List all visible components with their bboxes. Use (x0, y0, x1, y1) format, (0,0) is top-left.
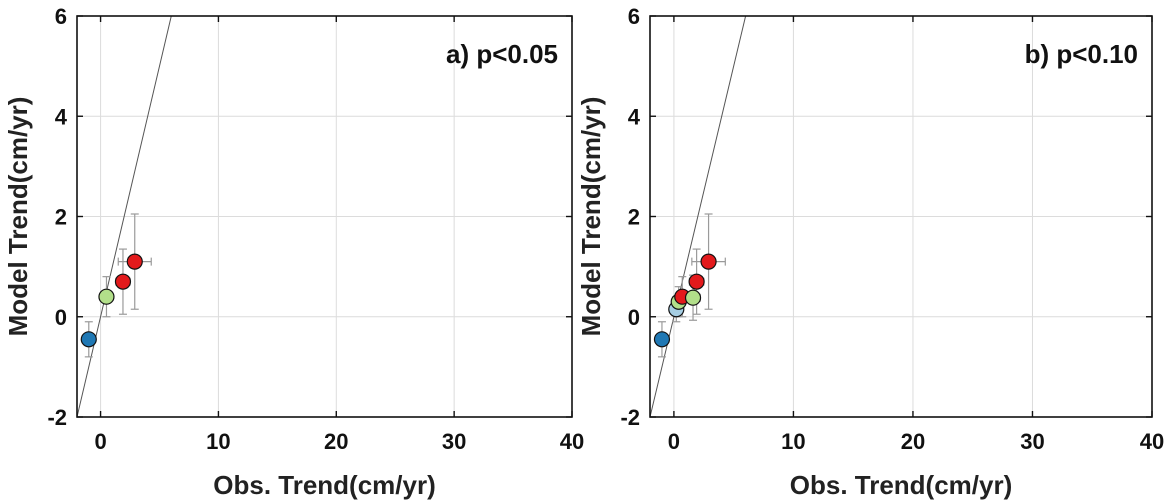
chart-panel-b: 0 10 20 30 40 -2 0 2 4 6 Obs. Trend(cm/yr) Model Tr… (576, 4, 1164, 500)
panel-annotation: b) p<0.10 (1025, 39, 1138, 69)
y-tick-label: 0 (628, 305, 640, 330)
y-tick-label: -2 (620, 405, 640, 430)
x-tick-label: 10 (781, 429, 805, 454)
y-tick-label: 4 (628, 104, 641, 129)
x-tick-label: 40 (1140, 429, 1164, 454)
y-tick-label: -2 (47, 405, 67, 430)
y-tick-label: 6 (628, 4, 640, 29)
data-point (114, 273, 132, 290)
y-axis-title: Model Trend(cm/yr) (576, 97, 606, 337)
data-point (98, 288, 115, 305)
y-tick-label: 4 (55, 104, 68, 129)
chart-panel-a: 0 10 20 30 40 -2 0 2 4 6 Obs. Trend(cm/yr) Model Tr… (3, 4, 584, 500)
x-tick-label: 0 (668, 429, 680, 454)
x-tick-label: 20 (324, 429, 348, 454)
data-point (684, 289, 702, 306)
x-tick-label: 40 (560, 429, 584, 454)
one-to-one-line (650, 16, 747, 417)
one-to-one-line (77, 16, 172, 417)
data-point (700, 253, 717, 270)
y-tick-label: 2 (628, 205, 640, 230)
x-tick-label: 20 (901, 429, 925, 454)
data-point (126, 253, 143, 270)
data-point (653, 331, 671, 348)
data-point (688, 273, 705, 290)
x-axis-title: Obs. Trend(cm/yr) (790, 470, 1013, 500)
panel-annotation: a) p<0.05 (446, 39, 558, 69)
x-axis-title: Obs. Trend(cm/yr) (213, 470, 436, 500)
x-tick-label: 30 (442, 429, 466, 454)
y-axis-title: Model Trend(cm/yr) (3, 97, 33, 337)
data-point (80, 331, 97, 348)
x-tick-label: 30 (1020, 429, 1044, 454)
y-tick-label: 2 (55, 205, 67, 230)
x-tick-label: 10 (206, 429, 230, 454)
x-tick-label: 0 (94, 429, 106, 454)
y-tick-label: 0 (55, 305, 67, 330)
y-tick-label: 6 (55, 4, 67, 29)
